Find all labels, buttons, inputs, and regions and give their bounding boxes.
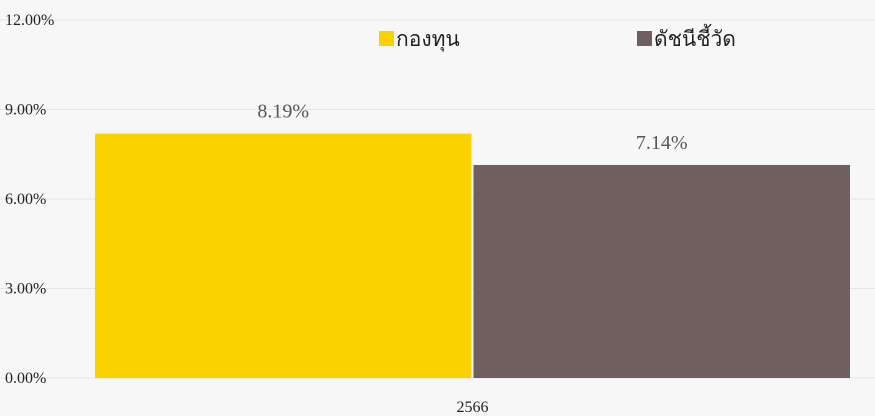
bar-fund [95, 133, 472, 378]
y-tick-label: 9.00% [5, 102, 46, 119]
x-tick-label: 2566 [457, 399, 489, 416]
bars [95, 133, 850, 378]
legend-swatch [637, 31, 652, 46]
data-label: 7.14% [636, 132, 688, 154]
bar-benchmark [473, 164, 850, 378]
data-labels: 8.19% 7.14% [257, 101, 687, 154]
x-axis: 2566 [457, 399, 489, 416]
y-tick-label: 6.00% [5, 191, 46, 208]
legend-label: กองทุน [396, 27, 460, 52]
legend-swatch [379, 31, 394, 46]
y-tick-label: 12.00% [5, 12, 54, 29]
legend-label: ดัชนีชี้วัด [654, 24, 736, 51]
y-tick-label: 0.00% [5, 370, 46, 387]
y-axis: 0.00% 3.00% 6.00% 9.00% 12.00% [5, 12, 54, 387]
data-label: 8.19% [257, 101, 309, 123]
legend: กองทุน ดัชนีชี้วัด [379, 24, 736, 52]
y-tick-label: 3.00% [5, 281, 46, 298]
